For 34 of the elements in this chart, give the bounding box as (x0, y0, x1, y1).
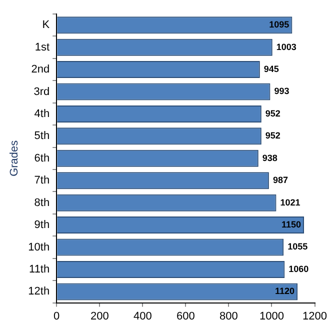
y-tick-label: 9th (34, 219, 50, 232)
y-tick-label: 1st (34, 41, 50, 54)
data-label: 1095 (269, 20, 290, 30)
x-tick-label: 800 (220, 310, 238, 322)
data-label: 1120 (275, 286, 295, 296)
y-tick-label: 12th (28, 286, 50, 298)
x-tick-label: 1200 (302, 310, 328, 322)
y-tick-label: 8th (34, 196, 50, 209)
y-tick-label: 4th (34, 108, 50, 120)
y-tick-label: 10th (28, 241, 50, 254)
x-tick-label: 400 (133, 310, 152, 322)
y-tick-label: 2nd (31, 64, 50, 76)
data-label: 1055 (288, 242, 308, 252)
data-label: 952 (265, 108, 280, 118)
data-label: 938 (262, 152, 278, 163)
y-axis-title: Grades (8, 140, 21, 176)
x-tick-label: 600 (176, 310, 195, 322)
y-tick-label: 7th (34, 174, 50, 187)
data-label: 1150 (281, 220, 302, 230)
data-label: 1003 (276, 42, 296, 52)
data-label: 1060 (288, 264, 309, 274)
x-tick-label: 0 (54, 310, 60, 322)
data-label: 993 (274, 86, 290, 96)
y-tick-label: K (42, 19, 50, 32)
y-tick-label: 5th (34, 130, 50, 142)
y-tick-label: 6th (34, 152, 50, 164)
data-label: 1021 (280, 197, 300, 208)
x-tick-label: 200 (90, 310, 109, 322)
data-label: 945 (264, 64, 279, 74)
data-label: 952 (265, 130, 280, 141)
x-tick-label: 1000 (259, 310, 284, 322)
y-tick-label: 3rd (34, 86, 50, 98)
y-tick-label: 11th (29, 264, 50, 276)
data-label: 987 (272, 175, 288, 186)
